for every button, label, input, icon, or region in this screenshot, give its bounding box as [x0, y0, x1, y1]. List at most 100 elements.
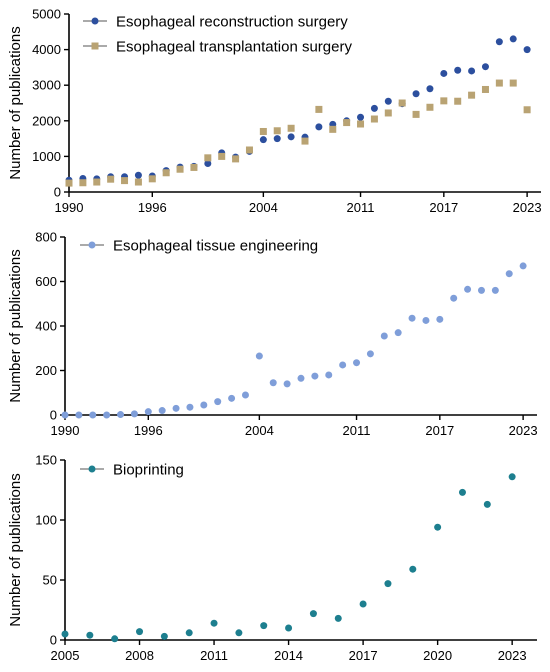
- y-tick-label: 150: [35, 453, 57, 468]
- data-point: [329, 125, 337, 133]
- data-point: [190, 163, 198, 171]
- data-point: [79, 179, 87, 187]
- data-point: [366, 350, 374, 358]
- data-point: [394, 329, 402, 337]
- y-tick-label: 200: [35, 363, 57, 378]
- data-point: [301, 137, 309, 145]
- x-tick-label: 2008: [125, 648, 154, 663]
- data-point: [75, 411, 83, 419]
- data-point: [519, 262, 527, 270]
- data-point: [495, 38, 503, 46]
- data-point: [454, 97, 462, 105]
- data-point: [440, 69, 448, 77]
- x-tick-label: 2017: [425, 423, 454, 438]
- data-point: [158, 407, 166, 415]
- data-point: [357, 120, 365, 128]
- data-point: [409, 565, 417, 573]
- chart-panel-3: 0 50 100 150 2005 2008 2011 2014 2017 2020 2023 Num…: [7, 453, 537, 663]
- data-point: [136, 628, 144, 636]
- x-tick-label: 2023: [513, 200, 542, 215]
- data-point: [384, 97, 392, 105]
- legend-marker: [91, 42, 99, 50]
- data-point: [204, 160, 212, 168]
- data-point: [370, 115, 378, 123]
- y-tick-label: 100: [35, 513, 57, 528]
- data-point: [477, 286, 485, 294]
- y-tick-label: 0: [50, 633, 57, 648]
- x-tick-label: 2011: [347, 200, 375, 215]
- data-point: [412, 90, 420, 98]
- data-point: [436, 315, 444, 323]
- data-point: [508, 473, 516, 481]
- data-point: [65, 179, 73, 187]
- data-point: [325, 371, 333, 379]
- legend-marker: [88, 241, 96, 249]
- data-point: [273, 127, 281, 135]
- data-point: [103, 411, 111, 419]
- y-tick-label: 2000: [32, 113, 61, 128]
- y-tick-label: 800: [35, 230, 57, 245]
- data-point: [260, 622, 268, 630]
- data-point: [458, 488, 466, 496]
- y-tick-label: 5000: [32, 7, 61, 22]
- data-point: [241, 391, 249, 399]
- data-point: [311, 372, 319, 380]
- y-tick-label: 600: [35, 274, 57, 289]
- y-axis-title: Number of publications: [7, 473, 24, 626]
- legend-marker: [88, 465, 96, 473]
- x-tick-label: 2004: [249, 200, 278, 215]
- data-point: [408, 314, 416, 322]
- legend-label: Esophageal reconstruction surgery: [116, 14, 348, 31]
- data-point: [523, 106, 531, 114]
- data-point: [434, 523, 442, 531]
- x-tick-label: 1996: [134, 423, 163, 438]
- x-tick-label: 2017: [429, 200, 458, 215]
- data-point: [509, 35, 517, 43]
- data-point: [422, 316, 430, 324]
- x-tick-label: 1990: [55, 200, 84, 215]
- data-point: [412, 110, 420, 118]
- data-point: [468, 67, 476, 75]
- data-point: [134, 178, 142, 186]
- data-point: [89, 411, 97, 419]
- data-point: [121, 177, 129, 185]
- data-point: [162, 169, 170, 177]
- data-point: [509, 79, 517, 87]
- data-point: [426, 85, 434, 93]
- data-point: [144, 408, 152, 416]
- data-point: [343, 119, 351, 127]
- y-tick-label: 0: [54, 185, 61, 200]
- chart-panel-1: 0 1000 2000 3000 4000 5000 1990 1996 2004 2011 201…: [7, 7, 542, 215]
- data-point: [259, 136, 267, 144]
- data-point: [172, 404, 180, 412]
- data-point: [200, 401, 208, 409]
- data-point: [61, 411, 69, 419]
- x-tick-label: 2023: [509, 423, 538, 438]
- legend-marker: [91, 17, 99, 25]
- x-tick-label: 2017: [349, 648, 378, 663]
- x-tick-label: 2011: [200, 648, 228, 663]
- data-point: [218, 152, 226, 160]
- data-point: [130, 410, 138, 418]
- data-point: [117, 411, 125, 419]
- data-point: [61, 630, 69, 638]
- y-tick-label: 4000: [32, 42, 61, 57]
- legend-label: Bioprinting: [113, 462, 184, 479]
- data-point: [491, 286, 499, 294]
- x-tick-label: 2014: [274, 648, 303, 663]
- data-point: [370, 104, 378, 112]
- data-point: [505, 270, 513, 278]
- legend-label: Esophageal transplantation surgery: [116, 39, 352, 56]
- data-point: [232, 155, 240, 163]
- data-point: [245, 146, 253, 154]
- data-point: [384, 109, 392, 117]
- data-point: [93, 178, 101, 186]
- x-tick-label: 2023: [498, 648, 527, 663]
- data-point: [357, 113, 365, 121]
- data-point: [359, 600, 367, 608]
- data-point: [204, 154, 212, 162]
- data-point: [483, 500, 491, 508]
- data-point: [111, 635, 119, 643]
- data-point: [273, 135, 281, 143]
